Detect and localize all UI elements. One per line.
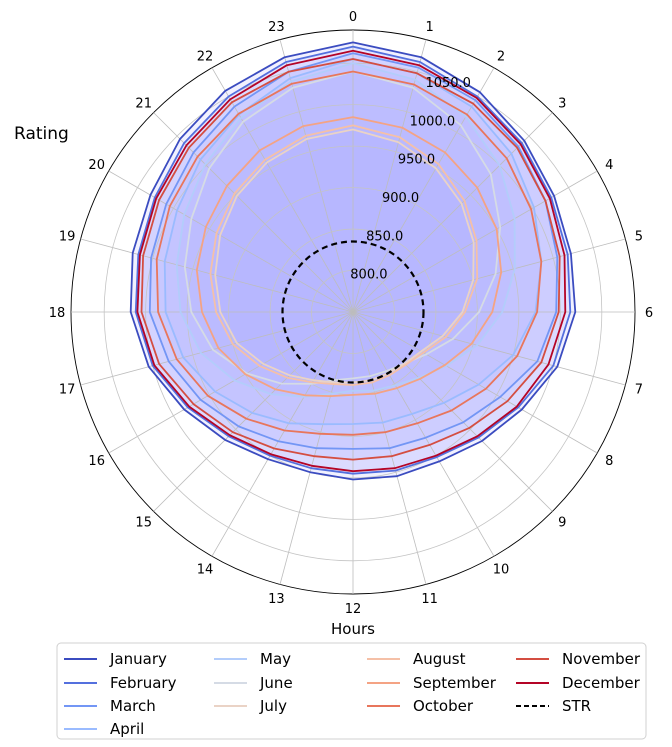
theta-tick-label: 10	[493, 562, 510, 577]
theta-tick-label: 12	[345, 602, 362, 617]
spoke-gridline	[153, 311, 354, 512]
series-fill-march	[149, 53, 558, 449]
series-line-december	[136, 49, 567, 473]
theta-tick-label: 6	[645, 306, 653, 321]
series-fill-august	[210, 125, 478, 386]
spoke-gridline	[352, 112, 553, 313]
theta-tick-label: 21	[135, 97, 152, 112]
legend-label: December	[562, 674, 641, 692]
theta-tick-label: 11	[421, 592, 438, 607]
series-fill-july	[215, 129, 474, 383]
series-line-january	[129, 41, 577, 481]
r-tick-label: 1000.0	[410, 114, 456, 129]
theta-tick-label: 22	[197, 50, 214, 65]
legend-label: STR	[562, 697, 591, 715]
spoke-gridline	[352, 238, 626, 313]
polar-grid	[70, 29, 636, 595]
spoke-gridline	[211, 311, 354, 557]
legend-label: January	[109, 650, 167, 668]
theta-tick-label: 0	[349, 10, 357, 25]
theta-tick-label: 18	[49, 306, 66, 321]
legend: January February March April May June July Augu…	[56, 642, 647, 740]
spoke-gridline	[80, 311, 354, 386]
r-gridline	[145, 104, 561, 520]
theta-tick-label: 3	[558, 97, 566, 112]
legend-label: September	[413, 674, 497, 692]
legend-label: July	[259, 697, 287, 715]
series-line-august	[209, 124, 479, 386]
series-line-october	[155, 70, 543, 436]
series-fill-may	[176, 63, 515, 397]
series-line-str	[281, 240, 425, 384]
theta-tick-label: 5	[635, 229, 643, 244]
series-fill-june	[184, 71, 501, 384]
series-lines	[129, 41, 577, 481]
theta-tick-label: 2	[497, 50, 505, 65]
series-line-february	[134, 45, 572, 475]
series-line-may	[175, 62, 516, 398]
theta-tick-label: 1	[425, 20, 433, 35]
spoke-gridline	[108, 311, 354, 454]
legend-label: May	[260, 650, 291, 668]
r-tick-label: 850.0	[366, 229, 403, 244]
theta-tick-label: 15	[135, 515, 152, 530]
r-tick-label: 800.0	[350, 268, 387, 283]
spoke-gridline	[80, 238, 354, 313]
series-line-june	[183, 70, 502, 385]
r-gridline	[186, 145, 520, 479]
theta-tick-label: 20	[88, 158, 105, 173]
spoke-gridline	[279, 39, 354, 313]
series-line-november	[140, 58, 561, 461]
spoke-gridline	[352, 311, 553, 512]
theta-tick-label: 19	[59, 229, 76, 244]
theta-tick-label: 23	[268, 20, 285, 35]
theta-tick-label: 8	[605, 454, 613, 469]
theta-tick-label: 16	[88, 454, 105, 469]
series-line-april	[163, 58, 543, 426]
spoke-gridline	[352, 311, 626, 386]
theta-tick-label: 4	[605, 158, 613, 173]
spoke-gridline	[352, 311, 495, 557]
legend-label: November	[562, 650, 641, 668]
spoke-gridline	[352, 67, 495, 313]
r-tick-label: 1050.0	[425, 76, 471, 91]
spoke-gridline	[108, 170, 354, 313]
legend-label: February	[110, 674, 177, 692]
series-fill-december	[137, 50, 566, 472]
legend-label: August	[413, 650, 466, 668]
y-axis-label: Rating	[14, 124, 69, 144]
series-line-september	[195, 116, 503, 397]
spoke-gridline	[352, 170, 598, 313]
theta-tick-label: 7	[635, 383, 643, 398]
r-gridline	[228, 187, 478, 437]
spoke-gridline	[211, 67, 354, 313]
legend-label: April	[110, 720, 144, 738]
r-tick-label: 900.0	[382, 191, 419, 206]
legend-label: June	[259, 674, 293, 692]
r-tick-labels: 800.0 850.0 900.0 950.0 1000.0 1050.0	[350, 76, 471, 283]
legend-box	[56, 642, 647, 740]
spoke-gridline	[352, 311, 598, 454]
r-tick-label: 950.0	[398, 153, 435, 168]
legend-label: March	[110, 697, 156, 715]
theta-tick-label: 13	[268, 592, 285, 607]
theta-tick-label: 9	[558, 515, 566, 530]
theta-tick-label: 17	[59, 383, 76, 398]
x-axis-label: Hours	[331, 620, 375, 638]
legend-label: October	[413, 697, 474, 715]
theta-tick-label: 14	[197, 562, 214, 577]
r-gridline	[311, 270, 395, 354]
